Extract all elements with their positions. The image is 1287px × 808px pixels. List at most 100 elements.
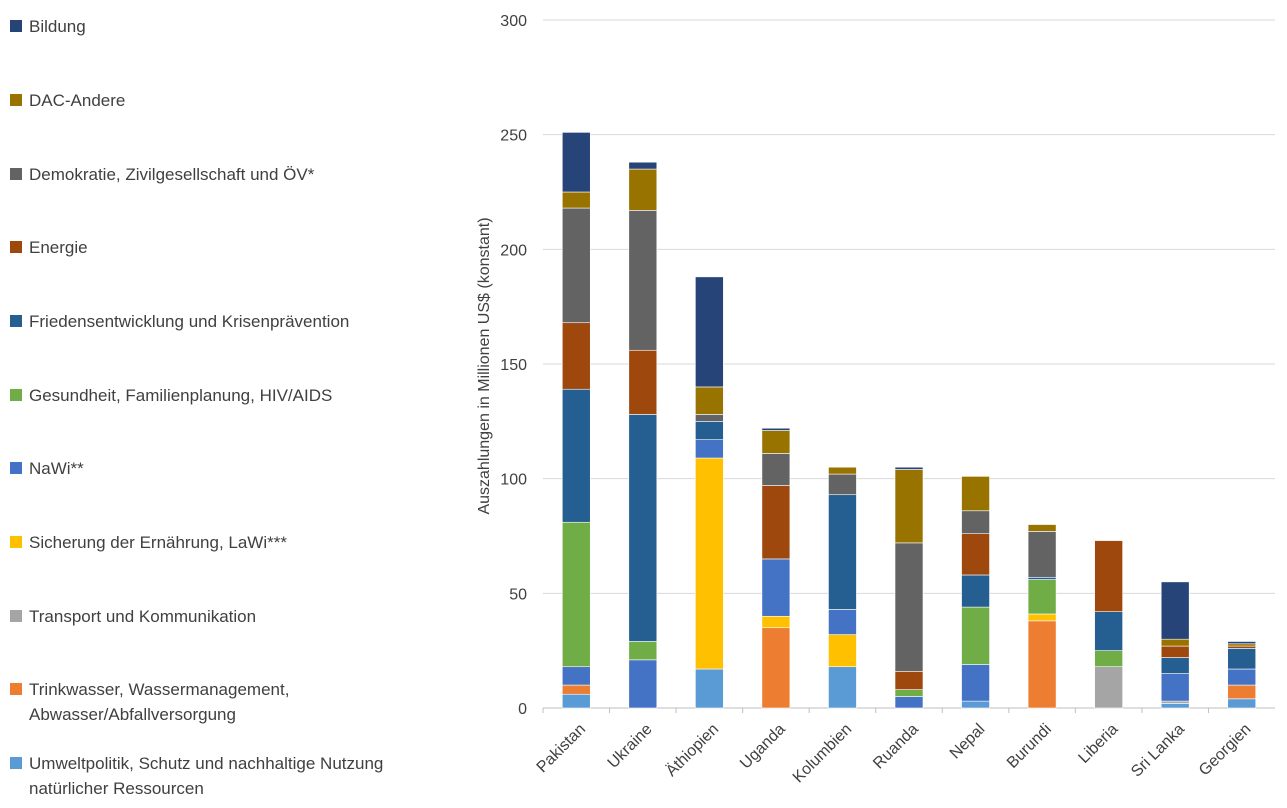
bar-segment — [561, 693, 591, 709]
x-tick-label: Uganda — [737, 721, 789, 773]
bar-segment — [1094, 666, 1123, 709]
legend-item: Energie — [10, 237, 439, 260]
bar-segment — [1227, 645, 1257, 649]
bar-segment — [628, 641, 658, 661]
bar-segment — [561, 684, 591, 695]
bar-segment — [695, 439, 724, 459]
bar-segment — [894, 671, 924, 690]
bar-segment — [761, 453, 791, 486]
bar-segment — [1227, 641, 1257, 645]
bar-segment — [695, 276, 724, 388]
bar-segment — [695, 414, 724, 422]
bar-segment — [961, 574, 990, 608]
x-tick-label: Pakistan — [534, 721, 589, 776]
bar-segment — [828, 634, 857, 668]
bar-segment — [1227, 668, 1257, 686]
legend-item: Transport und Kommunikation — [10, 606, 439, 629]
x-tick-label: Ukraine — [605, 721, 656, 772]
bar-segment — [828, 473, 857, 496]
bar-segment — [1027, 579, 1057, 615]
bar-segment — [628, 161, 658, 170]
legend-label: Trinkwasser, Wassermanagement, Abwasser/… — [29, 680, 290, 724]
legend-label: Energie — [29, 238, 88, 257]
bar-segment — [894, 689, 924, 697]
x-tick-label: Nepal — [947, 721, 989, 763]
legend-item: Trinkwasser, Wassermanagement, Abwasser/… — [10, 679, 439, 727]
x-tick-label: Georgien — [1196, 721, 1255, 780]
bar-segment — [1227, 643, 1257, 647]
bars — [561, 132, 1257, 709]
legend-item: Bildung — [10, 16, 439, 39]
bar-segment — [1094, 650, 1123, 668]
bar-segment — [761, 430, 791, 454]
y-axis-ticks: 0 50 100 150 200 250 300 — [500, 13, 527, 718]
bar-segment — [1094, 611, 1123, 651]
legend-swatch — [10, 683, 22, 695]
y-tick-label: 300 — [500, 13, 527, 30]
bar-segment — [561, 521, 591, 668]
bar-segment — [1227, 684, 1257, 700]
bar-segment — [761, 627, 791, 709]
bar-segment — [561, 322, 591, 390]
bar-segment — [961, 476, 990, 512]
legend-item: NaWi** — [10, 458, 439, 481]
legend-swatch — [10, 315, 22, 327]
x-tick-label: Äthiopien — [662, 720, 722, 780]
bar-segment — [1160, 657, 1190, 674]
legend-item: Friedensentwicklung und Krisenprävention — [10, 311, 439, 334]
bar-segment — [1027, 620, 1057, 709]
bar-segment — [961, 533, 990, 576]
legend-label: Demokratie, Zivilgesellschaft und ÖV* — [29, 165, 315, 184]
bar-segment — [961, 510, 990, 535]
legend-swatch — [10, 757, 22, 769]
bar-segment — [1160, 645, 1190, 658]
bar-segment — [561, 207, 591, 324]
bar-segment — [828, 609, 857, 635]
bar-segment — [761, 485, 791, 560]
bar-segment — [828, 666, 857, 709]
bar-segment — [1160, 638, 1190, 647]
legend-swatch — [10, 462, 22, 474]
legend-swatch — [10, 20, 22, 32]
bar-segment — [628, 210, 658, 351]
bar-segment — [628, 659, 658, 709]
y-tick-label: 200 — [500, 242, 527, 259]
bar-segment — [1227, 698, 1257, 709]
legend-label: NaWi** — [29, 459, 84, 478]
bar-segment — [894, 469, 924, 544]
bar-segment — [1160, 703, 1190, 709]
bar-segment — [761, 615, 791, 629]
legend-item: DAC-Andere — [10, 90, 439, 113]
bar-segment — [695, 668, 724, 709]
legend-swatch — [10, 389, 22, 401]
chart-legend: Bildung DAC-Andere Demokratie, Zivilgesell… — [10, 0, 450, 808]
bar-segment — [761, 427, 791, 431]
x-tick-label: Liberia — [1075, 721, 1121, 767]
bar-segment — [628, 349, 658, 415]
y-tick-label: 250 — [500, 128, 527, 145]
legend-label: Friedensentwicklung und Krisenprävention — [29, 312, 350, 331]
legend-label: Gesundheit, Familienplanung, HIV/AIDS — [29, 386, 333, 405]
bar-segment — [894, 696, 924, 709]
legend-swatch — [10, 241, 22, 253]
legend-item: Sicherung der Ernährung, LaWi*** — [10, 532, 439, 555]
y-tick-label: 150 — [500, 357, 527, 374]
y-tick-label: 50 — [509, 586, 527, 603]
bar-segment — [1027, 576, 1057, 580]
bar-segment — [894, 466, 924, 470]
legend-item: Umweltpolitik, Schutz und nachhaltige Nu… — [10, 753, 439, 801]
bar-segment — [961, 700, 990, 709]
y-axis-label: Auszahlungen in Millionen US$ (konstant) — [476, 217, 493, 514]
bar-segment — [695, 421, 724, 440]
bar-segment — [961, 606, 990, 665]
legend-swatch — [10, 610, 22, 622]
legend-swatch — [10, 168, 22, 180]
x-axis-ticks: Pakistan Ukraine Äthiopien Uganda Kolumbien R… — [534, 720, 1255, 786]
bar-segment — [628, 414, 658, 642]
legend-label: Bildung — [29, 17, 86, 36]
bar-segment — [1027, 524, 1057, 532]
bar-segment — [561, 132, 591, 193]
bar-segment — [695, 457, 724, 670]
x-tick-label: Sri Lanka — [1128, 721, 1188, 781]
